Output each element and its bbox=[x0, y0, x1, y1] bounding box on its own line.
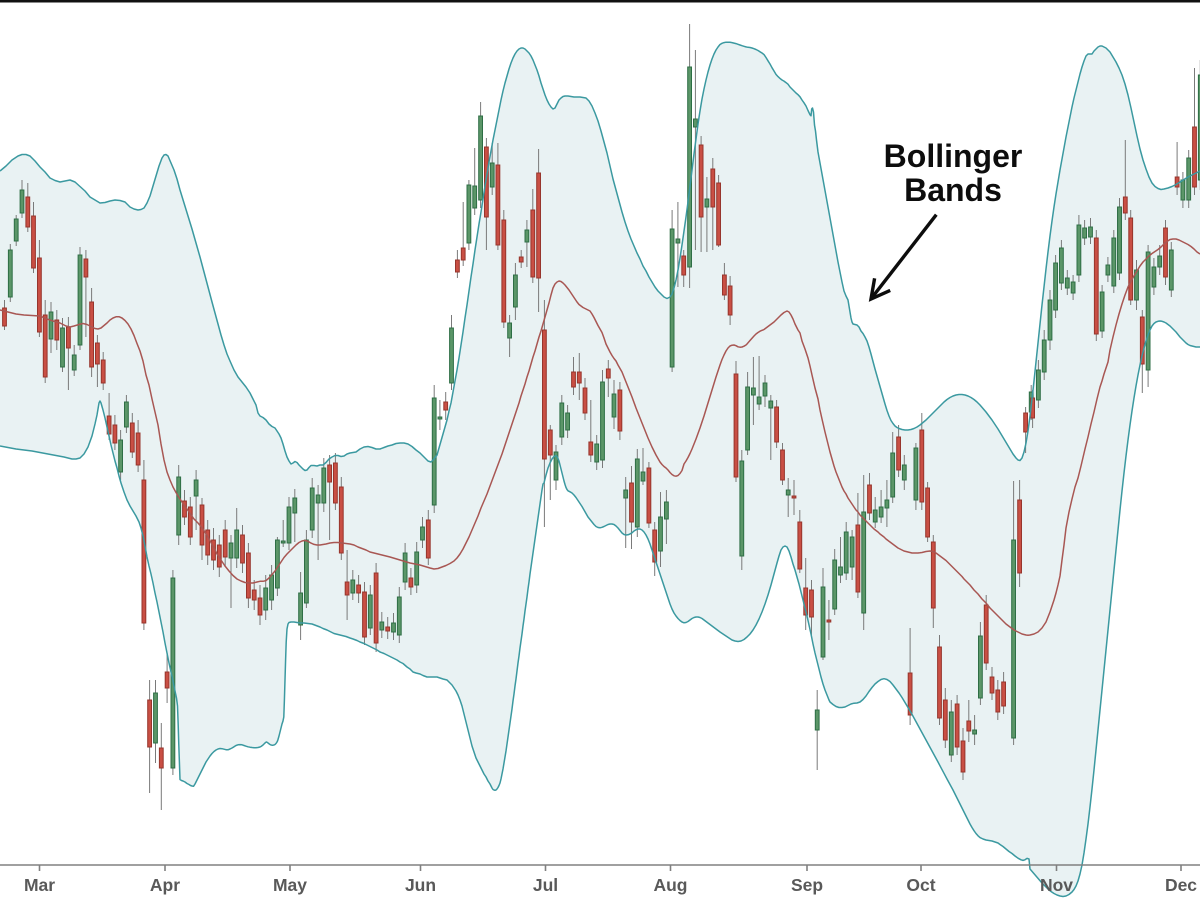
svg-text:Bands: Bands bbox=[904, 172, 1002, 208]
svg-text:Dec: Dec bbox=[1165, 875, 1197, 895]
svg-text:Sep: Sep bbox=[791, 875, 823, 895]
svg-text:Jun: Jun bbox=[405, 875, 436, 895]
svg-text:Aug: Aug bbox=[653, 875, 687, 895]
svg-text:Nov: Nov bbox=[1040, 875, 1073, 895]
svg-text:Apr: Apr bbox=[150, 875, 180, 895]
svg-text:Bollinger: Bollinger bbox=[884, 138, 1023, 174]
svg-text:Mar: Mar bbox=[24, 875, 55, 895]
svg-text:Oct: Oct bbox=[906, 875, 935, 895]
svg-text:May: May bbox=[273, 875, 307, 895]
svg-text:Jul: Jul bbox=[533, 875, 558, 895]
